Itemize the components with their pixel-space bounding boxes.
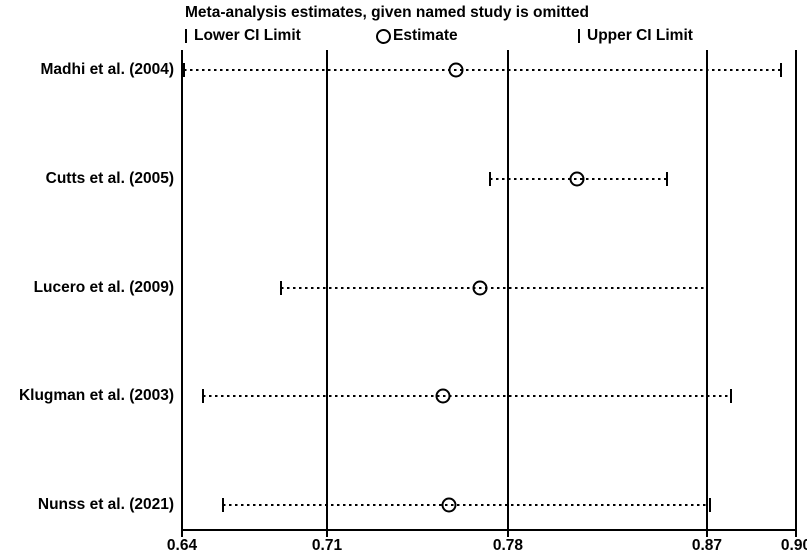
upper-ci-tick: [708, 498, 711, 512]
x-axis-tick: [705, 530, 708, 537]
estimate-marker: [569, 171, 585, 187]
estimate-marker: [435, 388, 451, 404]
legend-label-lower-ci: Lower CI Limit: [194, 27, 301, 44]
lower-ci-tick: [280, 280, 283, 295]
x-axis-line: [181, 529, 797, 531]
upper-ci-tick-icon: [578, 29, 580, 43]
estimate-marker: [472, 280, 488, 295]
x-axis-tick: [795, 530, 797, 537]
reference-gridline: [326, 50, 329, 530]
estimate-circle-icon: [376, 28, 391, 44]
lower-ci-tick: [183, 63, 186, 77]
legend-item-lower-ci: Lower CI Limit: [185, 27, 301, 45]
upper-ci-tick: [705, 280, 708, 295]
study-label: Cutts et al. (2005): [45, 169, 174, 187]
legend-label-upper-ci: Upper CI Limit: [587, 27, 693, 44]
x-axis-tick-label: 0.71: [311, 537, 343, 554]
ci-dotted-line: [281, 286, 707, 289]
study-label: Klugman et al. (2003): [18, 387, 174, 405]
estimate-marker: [441, 497, 457, 513]
study-label: Nunss et al. (2021): [37, 496, 174, 513]
chart-title: Meta-analysis estimates, given named stu…: [185, 4, 589, 21]
x-axis-tick: [181, 530, 183, 537]
ci-dotted-line: [223, 504, 710, 506]
upper-ci-tick: [729, 389, 732, 404]
lower-ci-tick: [201, 389, 204, 404]
lower-ci-tick: [488, 171, 491, 186]
x-axis-tick: [506, 530, 509, 537]
x-axis-tick-label: 0.90: [780, 537, 807, 554]
reference-gridline: [506, 50, 509, 530]
study-label: Madhi et al. (2004): [40, 61, 174, 78]
lower-ci-tick-icon: [185, 29, 187, 43]
upper-ci-tick: [780, 63, 783, 77]
x-axis-tick: [326, 530, 329, 537]
legend-label-estimate: Estimate: [393, 27, 458, 44]
x-axis-tick-label: 0.87: [691, 537, 723, 554]
ci-dotted-line: [202, 395, 731, 398]
plot-frame-right: [795, 50, 797, 530]
study-label: Lucero et al. (2009): [33, 278, 174, 296]
lower-ci-tick: [222, 498, 225, 512]
legend-item-upper-ci: Upper CI Limit: [578, 27, 693, 45]
x-axis-tick-label: 0.64: [166, 537, 198, 554]
plot-frame-left: [181, 50, 183, 530]
estimate-marker: [448, 62, 464, 78]
legend-item-estimate: Estimate: [376, 27, 458, 45]
upper-ci-tick: [666, 171, 669, 186]
x-axis-tick-label: 0.78: [492, 537, 524, 554]
ci-dotted-line: [184, 69, 782, 71]
